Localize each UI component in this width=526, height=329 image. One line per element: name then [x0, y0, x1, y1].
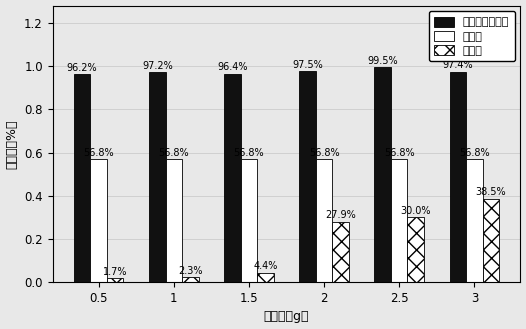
Text: 38.5%: 38.5% [476, 188, 506, 197]
Bar [74, 74, 90, 282]
Bar [107, 278, 124, 282]
Bar [257, 273, 274, 282]
Text: 97.5%: 97.5% [292, 60, 323, 70]
Bar [483, 199, 499, 282]
Text: 2.3%: 2.3% [178, 266, 203, 276]
Text: 56.8%: 56.8% [384, 148, 414, 158]
Text: 56.8%: 56.8% [459, 148, 490, 158]
Bar [316, 160, 332, 282]
Bar [241, 160, 257, 282]
Text: 96.2%: 96.2% [67, 63, 97, 73]
Bar [90, 160, 107, 282]
Text: 56.8%: 56.8% [83, 148, 114, 158]
Y-axis label: 去除率（%）: 去除率（%） [6, 119, 18, 168]
Text: 27.9%: 27.9% [325, 210, 356, 220]
Bar [332, 222, 349, 282]
X-axis label: 投加量（g）: 投加量（g） [264, 311, 309, 323]
Bar [375, 67, 391, 282]
Text: 99.5%: 99.5% [367, 56, 398, 65]
Legend: 蛋壳负载纳米铁, 纳米铁, 蛋壳粉: 蛋壳负载纳米铁, 纳米铁, 蛋壳粉 [429, 11, 515, 61]
Bar [408, 217, 424, 282]
Text: 56.8%: 56.8% [158, 148, 189, 158]
Text: 56.8%: 56.8% [234, 148, 264, 158]
Text: 56.8%: 56.8% [309, 148, 339, 158]
Bar [149, 72, 166, 282]
Bar [299, 71, 316, 282]
Text: 97.2%: 97.2% [142, 61, 173, 71]
Bar [182, 277, 199, 282]
Bar [224, 74, 241, 282]
Bar [166, 160, 182, 282]
Bar [466, 160, 483, 282]
Text: 1.7%: 1.7% [103, 267, 127, 277]
Text: 96.4%: 96.4% [217, 62, 248, 72]
Bar [450, 72, 466, 282]
Text: 30.0%: 30.0% [400, 206, 431, 216]
Bar [391, 160, 408, 282]
Text: 97.4%: 97.4% [442, 60, 473, 70]
Text: 4.4%: 4.4% [254, 261, 278, 271]
